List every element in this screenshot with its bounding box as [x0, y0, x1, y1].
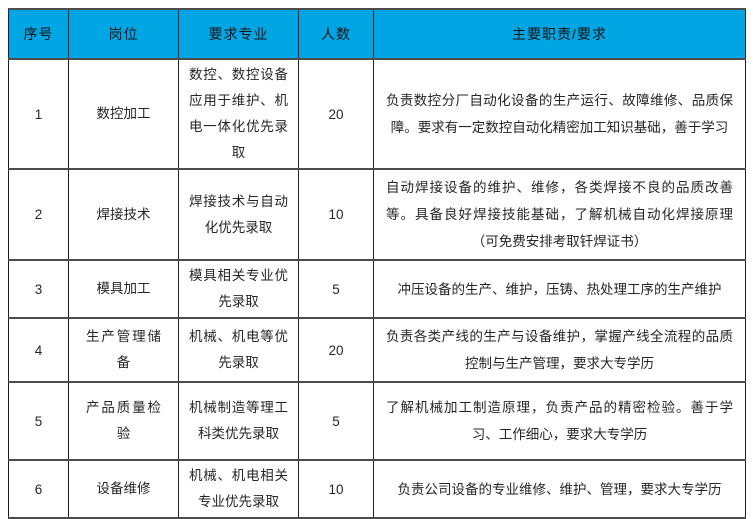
duty-cell: 负责数控分厂自动化设备的生产运行、故障维修、品质保障。要求有一定数控自动化精密加… — [373, 58, 746, 170]
position-cell: 数控加工 — [68, 58, 179, 170]
headcount-cell: 20 — [298, 317, 374, 383]
row-number-cell: 3 — [8, 259, 69, 319]
row-number-cell: 4 — [8, 317, 69, 383]
position-cell: 产品质量检验 — [68, 381, 179, 461]
duty-cell: 自动焊接设备的维护、维修，各类焊接不良的品质改善等。具备良好焊接技能基础，了解机… — [373, 168, 746, 261]
major-cell: 机械制造等理工科类优先录取 — [178, 381, 299, 461]
headcount-cell: 10 — [298, 459, 374, 519]
major-cell: 模具相关专业优先录取 — [178, 259, 299, 319]
position-cell: 生产管理储备 — [68, 317, 179, 383]
row-number-cell: 5 — [8, 381, 69, 461]
header-position: 岗位 — [68, 8, 179, 60]
table-header-row: 序号 岗位 要求专业 人数 主要职责/要求 — [8, 8, 746, 60]
position-cell: 焊接技术 — [68, 168, 179, 261]
position-cell: 设备维修 — [68, 459, 179, 519]
headcount-cell: 5 — [298, 259, 374, 319]
table-row: 5 产品质量检验 机械制造等理工科类优先录取 5 了解机械加工制造原理，负责产品… — [8, 381, 746, 461]
row-number-cell: 1 — [8, 58, 69, 170]
table-row: 6 设备维修 机械、机电相关专业优先录取 10 负责公司设备的专业维修、维护、管… — [8, 459, 746, 519]
headcount-cell: 10 — [298, 168, 374, 261]
table-row: 1 数控加工 数控、数控设备应用于维护、机电一体化优先录取 20 负责数控分厂自… — [8, 58, 746, 170]
duty-cell: 了解机械加工制造原理，负责产品的精密检验。善于学习、工作细心，要求大专学历 — [373, 381, 746, 461]
duty-cell: 冲压设备的生产、维护，压铸、热处理工序的生产维护 — [373, 259, 746, 319]
table-row: 4 生产管理储备 机械、机电等优先录取 20 负责各类产线的生产与设备维护，掌握… — [8, 317, 746, 383]
table-row: 2 焊接技术 焊接技术与自动化优先录取 10 自动焊接设备的维护、维修，各类焊接… — [8, 168, 746, 261]
duty-cell: 负责公司设备的专业维修、维护、管理，要求大专学历 — [373, 459, 746, 519]
table-row: 3 模具加工 模具相关专业优先录取 5 冲压设备的生产、维护，压铸、热处理工序的… — [8, 259, 746, 319]
major-cell: 机械、机电相关专业优先录取 — [178, 459, 299, 519]
recruitment-table: 序号 岗位 要求专业 人数 主要职责/要求 1 数控加工 数控、数控设备应用于维… — [8, 8, 746, 519]
header-count: 人数 — [298, 8, 374, 60]
header-major: 要求专业 — [178, 8, 299, 60]
row-number-cell: 6 — [8, 459, 69, 519]
major-cell: 机械、机电等优先录取 — [178, 317, 299, 383]
headcount-cell: 20 — [298, 58, 374, 170]
header-no: 序号 — [8, 8, 69, 60]
recruitment-table-container: 序号 岗位 要求专业 人数 主要职责/要求 1 数控加工 数控、数控设备应用于维… — [8, 8, 746, 519]
headcount-cell: 5 — [298, 381, 374, 461]
major-cell: 数控、数控设备应用于维护、机电一体化优先录取 — [178, 58, 299, 170]
row-number-cell: 2 — [8, 168, 69, 261]
major-cell: 焊接技术与自动化优先录取 — [178, 168, 299, 261]
duty-cell: 负责各类产线的生产与设备维护，掌握产线全流程的品质控制与生产管理，要求大专学历 — [373, 317, 746, 383]
position-cell: 模具加工 — [68, 259, 179, 319]
header-duty: 主要职责/要求 — [373, 8, 746, 60]
